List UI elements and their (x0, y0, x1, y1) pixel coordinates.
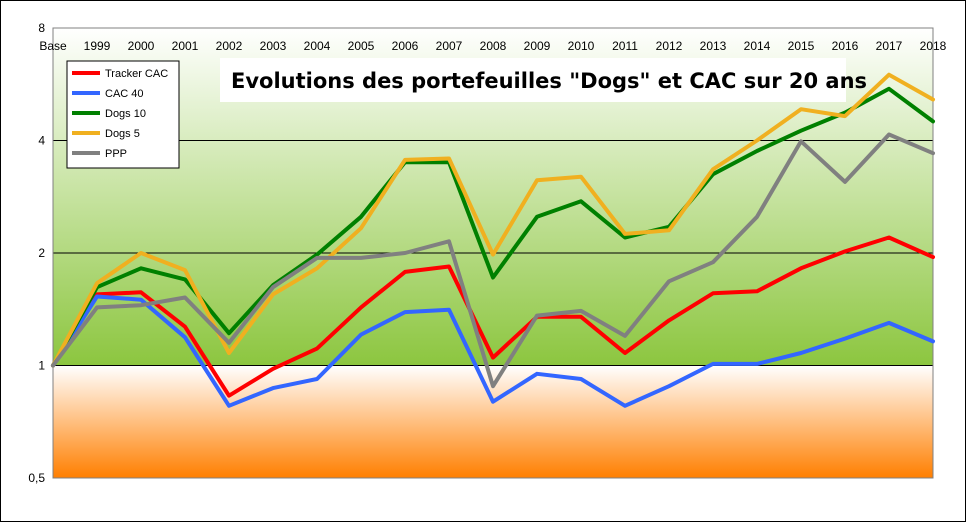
series-line-cac-40 (51, 294, 935, 408)
chart-title-box: Evolutions des portefeuilles "Dogs" et C… (220, 58, 867, 102)
y-tick-label: 4 (38, 134, 45, 148)
y-tick-label: 0,5 (28, 471, 45, 485)
x-tick-label: 2010 (568, 39, 595, 53)
series-line-dogs-5 (51, 72, 935, 368)
x-tick-label: 2001 (172, 39, 199, 53)
x-tick-label: 2007 (436, 39, 463, 53)
x-tick-label: 2008 (480, 39, 507, 53)
x-tick-label: Base (39, 39, 67, 53)
x-tick-label: 1999 (84, 39, 111, 53)
y-axis-ticks: 0,5 1 2 4 8 (28, 21, 45, 485)
series-lines (51, 72, 935, 408)
x-tick-label: 2016 (832, 39, 859, 53)
x-tick-label: 2014 (744, 39, 771, 53)
legend-label: Dogs 10 (105, 108, 146, 120)
x-tick-label: 2000 (128, 39, 155, 53)
x-tick-label: 2011 (612, 39, 638, 53)
series-line-tracker-cac (51, 235, 935, 398)
x-tick-label: 2017 (876, 39, 903, 53)
y-tick-label: 8 (38, 21, 45, 35)
legend-label: Dogs 5 (105, 128, 140, 140)
x-tick-label: 2013 (700, 39, 727, 53)
series-line-ppp (51, 132, 935, 389)
x-tick-label: 2018 (920, 39, 947, 53)
y-tick-label: 1 (38, 359, 45, 373)
x-tick-label: 2005 (348, 39, 375, 53)
legend: Tracker CAC CAC 40 Dogs 10 Dogs 5 PPP (66, 60, 180, 169)
legend-label: CAC 40 (105, 88, 144, 100)
x-tick-label: 2009 (524, 39, 551, 53)
x-tick-label: 2002 (216, 39, 243, 53)
legend-label: Tracker CAC (105, 68, 168, 80)
legend-label: PPP (105, 148, 127, 160)
plot-frame (52, 27, 934, 479)
chart-title: Evolutions des portefeuilles "Dogs" et C… (231, 69, 867, 93)
x-tick-label: 2004 (304, 39, 331, 53)
y-tick-label: 2 (38, 246, 45, 260)
x-tick-label: 2006 (392, 39, 419, 53)
x-tick-label: 2012 (656, 39, 683, 53)
x-axis-ticks: Base 1999 2000 2001 2002 2003 2004 2005 2006 2007… (39, 39, 946, 53)
x-tick-label: 2015 (788, 39, 815, 53)
x-tick-label: 2003 (260, 39, 287, 53)
